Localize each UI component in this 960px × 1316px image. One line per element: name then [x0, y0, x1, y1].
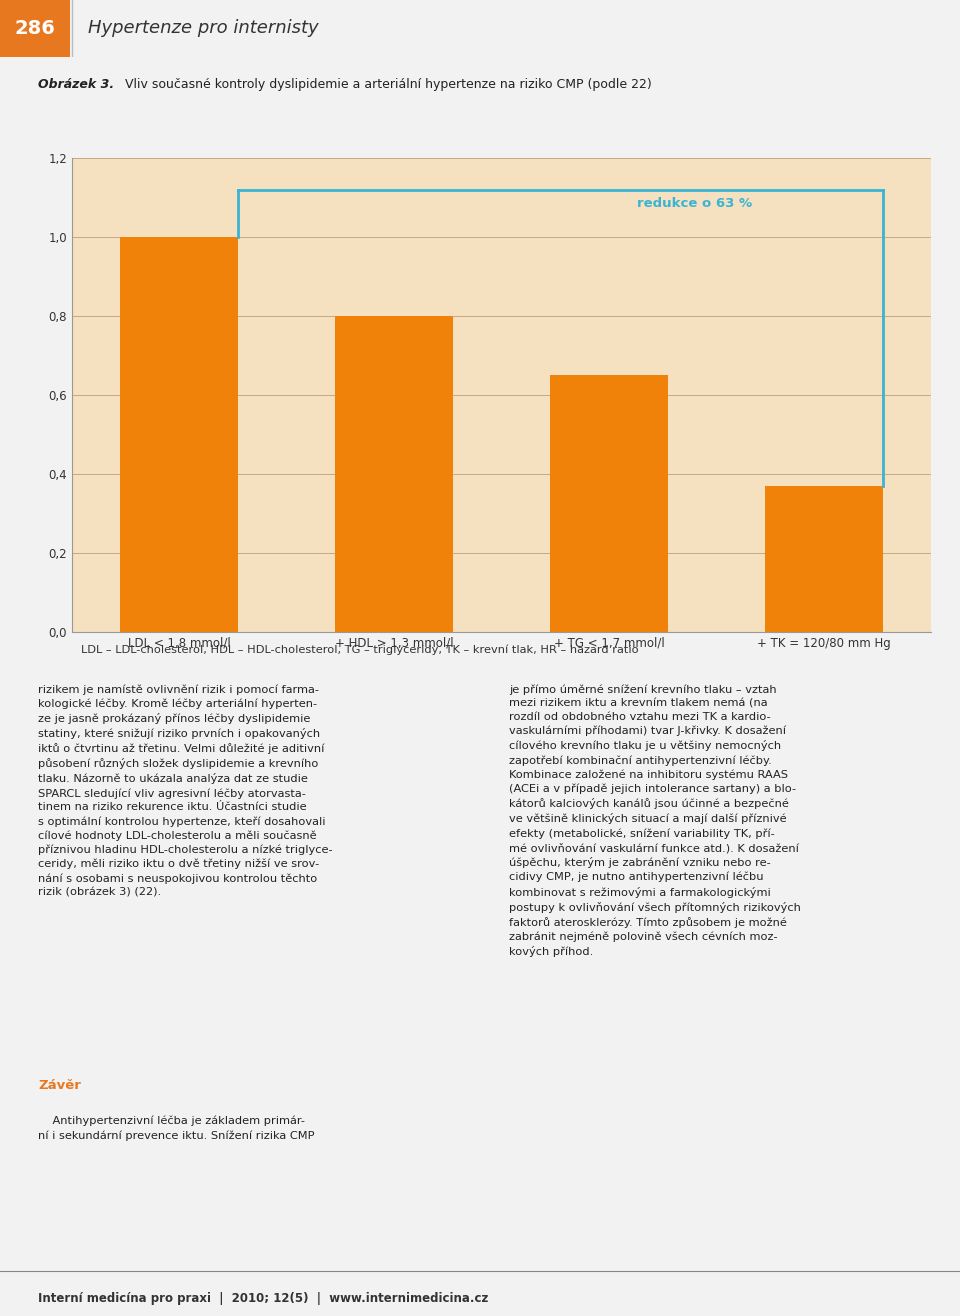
Bar	[335, 316, 453, 632]
Text: redukce o 63 %: redukce o 63 %	[637, 197, 753, 211]
Text: Interní medicína pro praxi  |  2010; 12(5)  |  www.internimedicina.cz: Interní medicína pro praxi | 2010; 12(5)…	[38, 1292, 489, 1305]
Text: LDL – LDL-cholesterol, HDL – HDL-cholesterol, TG – triglyceridy, TK – krevní tla: LDL – LDL-cholesterol, HDL – HDL-cholest…	[81, 645, 638, 654]
Bar	[550, 375, 668, 632]
Text: Závěr: Závěr	[38, 1079, 82, 1092]
Text: Vliv současné kontroly dyslipidemie a arteriální hypertenze na riziko CMP (podle: Vliv současné kontroly dyslipidemie a ar…	[121, 78, 651, 91]
Text: rizikem je namístě ovlivnění rizik i pomocí farma-
kologické léčby. Kromě léčby : rizikem je namístě ovlivnění rizik i pom…	[38, 684, 333, 898]
Bar	[0, 0, 70, 57]
Text: Hypertenze pro internisty: Hypertenze pro internisty	[88, 20, 319, 37]
Text: je přímo úměrné snížení krevního tlaku – vztah
mezi rizikem iktu a krevním tlake: je přímo úměrné snížení krevního tlaku –…	[509, 684, 801, 957]
Text: Antihypertenzivní léčba je základem primár-
ní i sekundární prevence iktu. Sníže: Antihypertenzivní léčba je základem prim…	[38, 1116, 315, 1141]
Text: 286: 286	[14, 18, 56, 38]
Text: Obrázek 3.: Obrázek 3.	[38, 78, 114, 91]
Bar	[120, 237, 238, 632]
Bar	[765, 486, 883, 632]
